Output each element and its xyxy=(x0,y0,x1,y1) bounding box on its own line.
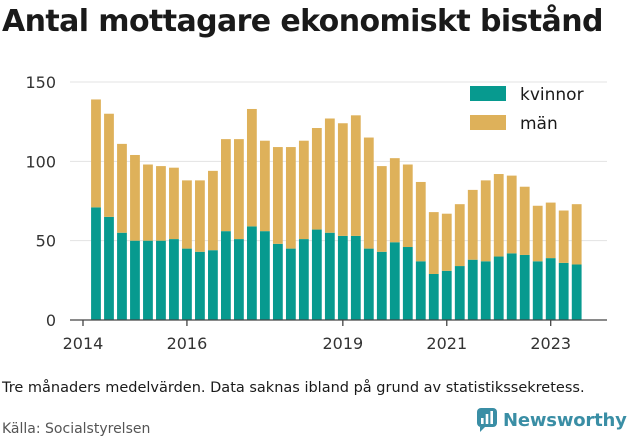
bar-man xyxy=(454,204,465,267)
bar-kvinnor xyxy=(389,242,400,320)
bar-man xyxy=(182,180,192,249)
bar-kvinnor xyxy=(519,254,530,320)
bar-man xyxy=(272,147,283,244)
bar-man xyxy=(233,139,244,240)
newsworthy-logo-icon xyxy=(477,408,497,432)
bar-man xyxy=(532,205,543,262)
bar-kvinnor xyxy=(493,256,504,320)
bar-man xyxy=(519,186,530,255)
bar-kvinnor xyxy=(221,231,231,320)
bar-kvinnor xyxy=(350,235,361,320)
bar-kvinnor xyxy=(182,248,192,320)
bar-kvinnor xyxy=(91,207,101,320)
y-tick-label: 100 xyxy=(25,152,56,171)
bar-kvinnor xyxy=(156,240,166,320)
brand-name: Newsworthy xyxy=(503,409,627,431)
page-title: Antal mottagare ekonomiskt bistånd xyxy=(2,4,603,39)
bar-kvinnor xyxy=(506,253,517,320)
bar-kvinnor xyxy=(130,240,140,320)
bar-kvinnor xyxy=(272,243,283,320)
bar-kvinnor xyxy=(195,251,205,320)
bar-man xyxy=(298,140,309,240)
bar-kvinnor xyxy=(233,239,244,320)
bar-man xyxy=(571,204,582,265)
legend: kvinnor män xyxy=(470,85,584,134)
bar-kvinnor xyxy=(454,266,465,320)
bar-kvinnor xyxy=(311,229,322,320)
bar-man xyxy=(221,139,231,232)
bar-kvinnor xyxy=(285,248,296,320)
legend-swatch-man xyxy=(470,115,506,130)
bar-man xyxy=(195,180,205,252)
bar-man xyxy=(324,118,335,233)
bar-man xyxy=(285,147,296,249)
bar-kvinnor xyxy=(298,239,309,320)
bar-kvinnor xyxy=(402,247,413,320)
bar-man xyxy=(350,115,361,236)
legend-label-kvinnor: kvinnor xyxy=(520,85,584,105)
bar-man xyxy=(91,99,101,208)
bar-man xyxy=(117,143,127,233)
bars xyxy=(91,99,582,320)
y-tick-label: 50 xyxy=(36,232,56,251)
bar-man xyxy=(545,202,556,259)
bar-man xyxy=(376,166,387,252)
x-tick-label: 2023 xyxy=(530,334,571,353)
bar-man xyxy=(493,174,504,257)
bar-kvinnor xyxy=(545,258,556,320)
source-label: Källa: Socialstyrelsen xyxy=(2,421,151,437)
bar-man xyxy=(259,140,270,232)
x-tick-label: 2019 xyxy=(322,334,363,353)
bar-man xyxy=(402,164,413,248)
bar-kvinnor xyxy=(558,262,569,320)
axes: 0 50 100 150 2014 2016 2019 2021 2023 xyxy=(25,73,607,353)
bar-kvinnor xyxy=(143,240,153,320)
bar-man xyxy=(143,164,153,241)
bar-kvinnor xyxy=(324,232,335,320)
bar-man xyxy=(337,123,348,236)
y-tick-label: 0 xyxy=(46,311,56,330)
x-tick-label: 2014 xyxy=(63,334,104,353)
bar-man xyxy=(480,180,491,262)
bar-man xyxy=(246,108,257,227)
bar-man xyxy=(428,212,439,274)
x-tick-label: 2016 xyxy=(167,334,208,353)
bar-kvinnor xyxy=(246,226,257,320)
bar-man xyxy=(415,181,426,262)
y-tick-label: 150 xyxy=(25,73,56,92)
bar-man xyxy=(130,154,140,241)
bar-kvinnor xyxy=(363,248,374,320)
bar-man xyxy=(441,213,452,271)
brand-logo: Newsworthy xyxy=(476,407,627,433)
bar-man xyxy=(506,175,517,254)
bar-kvinnor xyxy=(441,270,452,320)
bar-kvinnor xyxy=(169,239,179,320)
bar-man xyxy=(363,137,374,249)
bar-man xyxy=(558,210,569,263)
bar-kvinnor xyxy=(415,261,426,320)
bar-kvinnor xyxy=(532,261,543,320)
bar-man xyxy=(389,158,400,243)
bar-kvinnor xyxy=(467,259,478,320)
bar-kvinnor xyxy=(104,216,114,320)
bar-kvinnor xyxy=(208,250,218,320)
legend-swatch-kvinnor xyxy=(470,86,506,101)
bar-kvinnor xyxy=(117,232,127,320)
bar-man xyxy=(156,166,166,241)
bar-kvinnor xyxy=(259,231,270,320)
bar-kvinnor xyxy=(376,251,387,320)
bar-kvinnor xyxy=(428,273,439,320)
bar-kvinnor xyxy=(337,235,348,320)
bar-kvinnor xyxy=(571,264,582,320)
bar-man xyxy=(311,128,322,230)
bar-man xyxy=(467,189,478,260)
legend-label-man: män xyxy=(520,114,558,134)
chart-note: Tre månaders medelvärden. Data saknas ib… xyxy=(2,380,585,396)
bar-man xyxy=(169,167,179,240)
bar-man xyxy=(208,170,218,251)
stacked-bar-chart: 0 50 100 150 2014 2016 2019 2021 2023 kvinnor mä… xyxy=(25,73,607,353)
x-tick-label: 2021 xyxy=(426,334,467,353)
bar-kvinnor xyxy=(480,261,491,320)
bar-man xyxy=(104,113,114,217)
